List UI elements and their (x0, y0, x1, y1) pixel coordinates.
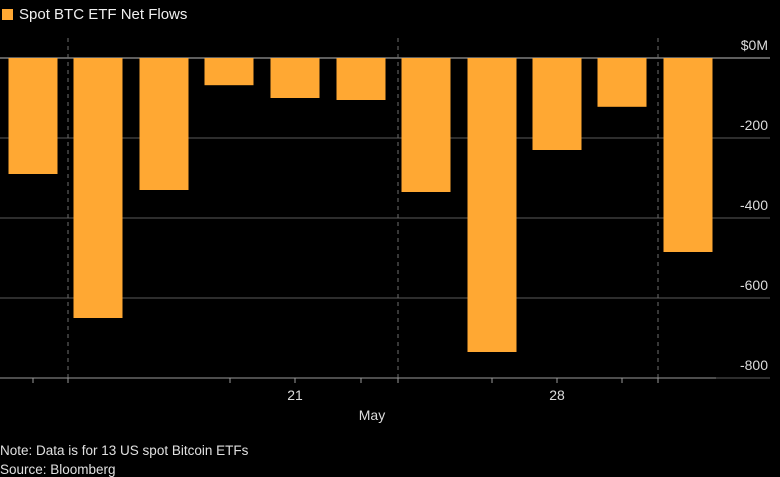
x-axis-label: May (359, 407, 385, 423)
bar (336, 58, 386, 100)
bar (139, 58, 189, 190)
bar (270, 58, 320, 98)
y-tick-label: -800 (740, 357, 768, 373)
y-tick-label: -200 (740, 117, 768, 133)
y-tick-label: -600 (740, 277, 768, 293)
bar (663, 58, 713, 252)
x-tick-label: 28 (549, 387, 565, 403)
bar (73, 58, 123, 318)
bar (532, 58, 582, 150)
y-tick-label: -400 (740, 197, 768, 213)
bar (467, 58, 517, 352)
legend-label: Spot BTC ETF Net Flows (19, 6, 188, 23)
chart-note: Note: Data is for 13 US spot Bitcoin ETF… (0, 443, 249, 458)
bar-chart: $0M -200 -400 -600 -800 21 28 May (0, 37, 770, 423)
bar (597, 58, 647, 107)
x-tick-label: 21 (287, 387, 303, 403)
legend-swatch (2, 9, 13, 20)
bar (8, 58, 58, 174)
legend: Spot BTC ETF Net Flows (2, 6, 187, 23)
bar (401, 58, 451, 192)
bar (204, 58, 254, 86)
y-tick-label: $0M (741, 37, 768, 53)
